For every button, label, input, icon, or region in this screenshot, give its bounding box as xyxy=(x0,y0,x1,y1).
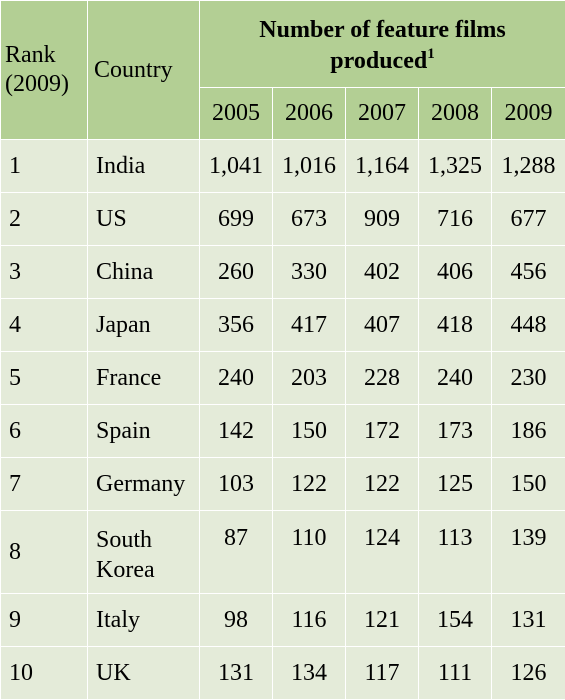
year-header: 2008 xyxy=(419,88,492,140)
table-row: 10 UK 131 134 117 111 126 xyxy=(1,647,565,700)
value-cell: 110 xyxy=(273,511,346,594)
table-row: 1 India 1,041 1,016 1,164 1,325 1,288 xyxy=(1,140,565,193)
country-cell: US xyxy=(88,193,200,246)
value-cell: 260 xyxy=(200,246,273,299)
value-cell: 677 xyxy=(492,193,565,246)
rank-cell: 9 xyxy=(1,594,88,647)
country-cell: Italy xyxy=(88,594,200,647)
country-cell: India xyxy=(88,140,200,193)
country-cell: China xyxy=(88,246,200,299)
value-cell: 1,288 xyxy=(492,140,565,193)
value-cell: 1,325 xyxy=(419,140,492,193)
value-cell: 448 xyxy=(492,299,565,352)
value-cell: 406 xyxy=(419,246,492,299)
value-cell: 418 xyxy=(419,299,492,352)
rank-cell: 2 xyxy=(1,193,88,246)
value-cell: 230 xyxy=(492,352,565,405)
value-cell: 172 xyxy=(346,405,419,458)
year-header: 2009 xyxy=(492,88,565,140)
value-cell: 139 xyxy=(492,511,565,594)
rank-cell: 6 xyxy=(1,405,88,458)
footnote-marker: 1 xyxy=(427,46,435,62)
value-cell: 407 xyxy=(346,299,419,352)
table-row: 9 Italy 98 116 121 154 131 xyxy=(1,594,565,647)
country-cell: South Korea xyxy=(88,511,200,594)
country-cell: Germany xyxy=(88,458,200,511)
films-produced-header-word: produced xyxy=(330,48,427,74)
rank-cell: 4 xyxy=(1,299,88,352)
table-row: 8 South Korea 87 110 124 113 139 xyxy=(1,511,565,594)
value-cell: 240 xyxy=(200,352,273,405)
value-cell: 124 xyxy=(346,511,419,594)
value-cell: 98 xyxy=(200,594,273,647)
value-cell: 417 xyxy=(273,299,346,352)
rank-cell: 10 xyxy=(1,647,88,700)
value-cell: 134 xyxy=(273,647,346,700)
year-header: 2007 xyxy=(346,88,419,140)
country-cell: UK xyxy=(88,647,200,700)
value-cell: 716 xyxy=(419,193,492,246)
table-row: 4 Japan 356 417 407 418 448 xyxy=(1,299,565,352)
value-cell: 150 xyxy=(273,405,346,458)
country-cell: Spain xyxy=(88,405,200,458)
value-cell: 113 xyxy=(419,511,492,594)
value-cell: 673 xyxy=(273,193,346,246)
value-cell: 228 xyxy=(346,352,419,405)
year-header: 2006 xyxy=(273,88,346,140)
value-cell: 131 xyxy=(200,647,273,700)
value-cell: 456 xyxy=(492,246,565,299)
rank-header-line2: (2009) xyxy=(5,70,83,99)
value-cell: 131 xyxy=(492,594,565,647)
value-cell: 909 xyxy=(346,193,419,246)
value-cell: 240 xyxy=(419,352,492,405)
value-cell: 1,016 xyxy=(273,140,346,193)
country-header: Country xyxy=(88,1,200,140)
table-row: 5 France 240 203 228 240 230 xyxy=(1,352,565,405)
value-cell: 203 xyxy=(273,352,346,405)
value-cell: 121 xyxy=(346,594,419,647)
rank-cell: 5 xyxy=(1,352,88,405)
rank-cell: 7 xyxy=(1,458,88,511)
country-cell: Japan xyxy=(88,299,200,352)
value-cell: 87 xyxy=(200,511,273,594)
value-cell: 356 xyxy=(200,299,273,352)
country-cell: France xyxy=(88,352,200,405)
rank-header-line1: Rank xyxy=(5,41,83,70)
table-row: 2 US 699 673 909 716 677 xyxy=(1,193,565,246)
films-produced-header-line1: Number of feature films xyxy=(204,15,561,46)
rank-header: Rank (2009) xyxy=(1,1,88,140)
value-cell: 103 xyxy=(200,458,273,511)
value-cell: 150 xyxy=(492,458,565,511)
rank-cell: 3 xyxy=(1,246,88,299)
value-cell: 125 xyxy=(419,458,492,511)
films-produced-header: Number of feature films produced1 xyxy=(200,1,565,88)
value-cell: 142 xyxy=(200,405,273,458)
value-cell: 186 xyxy=(492,405,565,458)
country-line: South xyxy=(96,525,195,555)
value-cell: 122 xyxy=(346,458,419,511)
country-line: Korea xyxy=(96,555,195,585)
value-cell: 122 xyxy=(273,458,346,511)
value-cell: 173 xyxy=(419,405,492,458)
year-header: 2005 xyxy=(200,88,273,140)
value-cell: 154 xyxy=(419,594,492,647)
table-row: 3 China 260 330 402 406 456 xyxy=(1,246,565,299)
value-cell: 117 xyxy=(346,647,419,700)
value-cell: 330 xyxy=(273,246,346,299)
table-row: 7 Germany 103 122 122 125 150 xyxy=(1,458,565,511)
value-cell: 1,164 xyxy=(346,140,419,193)
table-row: 6 Spain 142 150 172 173 186 xyxy=(1,405,565,458)
rank-cell: 1 xyxy=(1,140,88,193)
rank-cell: 8 xyxy=(1,511,88,594)
value-cell: 111 xyxy=(419,647,492,700)
films-produced-header-line2: produced1 xyxy=(204,46,561,77)
value-cell: 699 xyxy=(200,193,273,246)
value-cell: 1,041 xyxy=(200,140,273,193)
value-cell: 126 xyxy=(492,647,565,700)
value-cell: 402 xyxy=(346,246,419,299)
value-cell: 116 xyxy=(273,594,346,647)
